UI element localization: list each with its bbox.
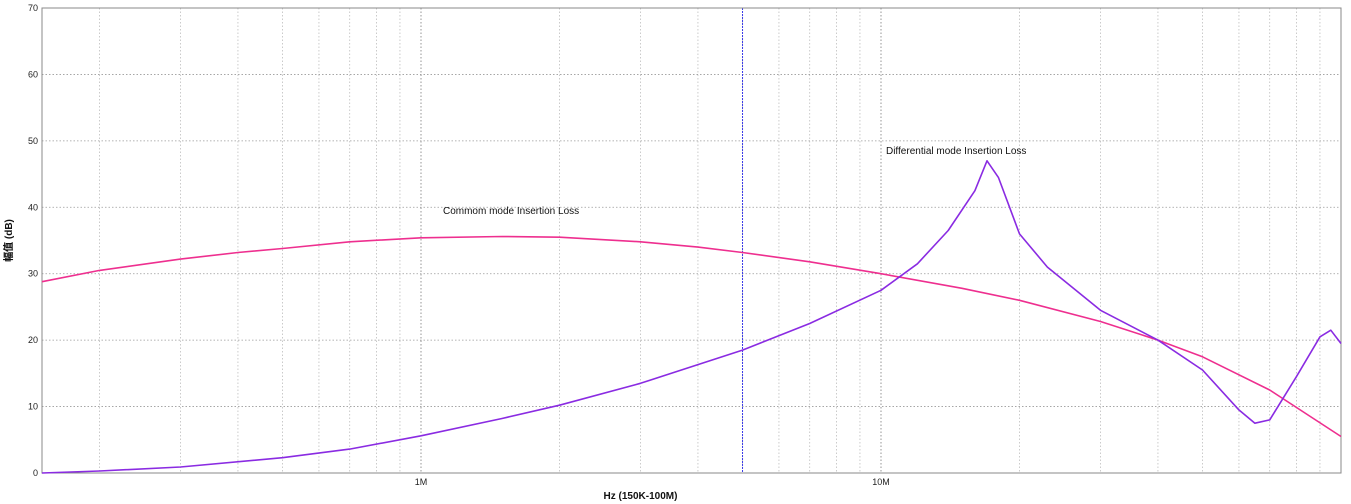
x-tick-labels: 1M 10M (415, 477, 890, 487)
y-tick-label: 70 (28, 3, 38, 13)
x-tick-label: 10M (872, 477, 890, 487)
x-axis-title: Hz (150K-100M) (604, 491, 678, 502)
annotation-label: Commom mode Insertion Loss (443, 206, 579, 217)
y-tick-label: 60 (28, 69, 38, 79)
y-tick-labels: 0 10 20 30 40 50 60 70 (28, 3, 38, 478)
plot-frame (41, 7, 1342, 474)
series-line-common-mode (41, 235, 1342, 438)
y-tick-label: 10 (28, 402, 38, 412)
series-layer (41, 160, 1342, 474)
x-tick-label: 1M (415, 477, 428, 487)
y-axis-title: 幅值 (dB) (2, 219, 15, 262)
y-tick-label: 30 (28, 269, 38, 279)
grid-major (42, 8, 1341, 473)
y-tick-label: 50 (28, 136, 38, 146)
annotation-label: Differential mode Insertion Loss (886, 146, 1026, 157)
y-tick-label: 40 (28, 202, 38, 212)
annotations: Commom mode Insertion Loss Differential m… (443, 146, 1026, 217)
series-line-differential-mode (41, 160, 1342, 474)
y-tick-label: 0 (33, 468, 38, 478)
y-tick-label: 20 (28, 335, 38, 345)
